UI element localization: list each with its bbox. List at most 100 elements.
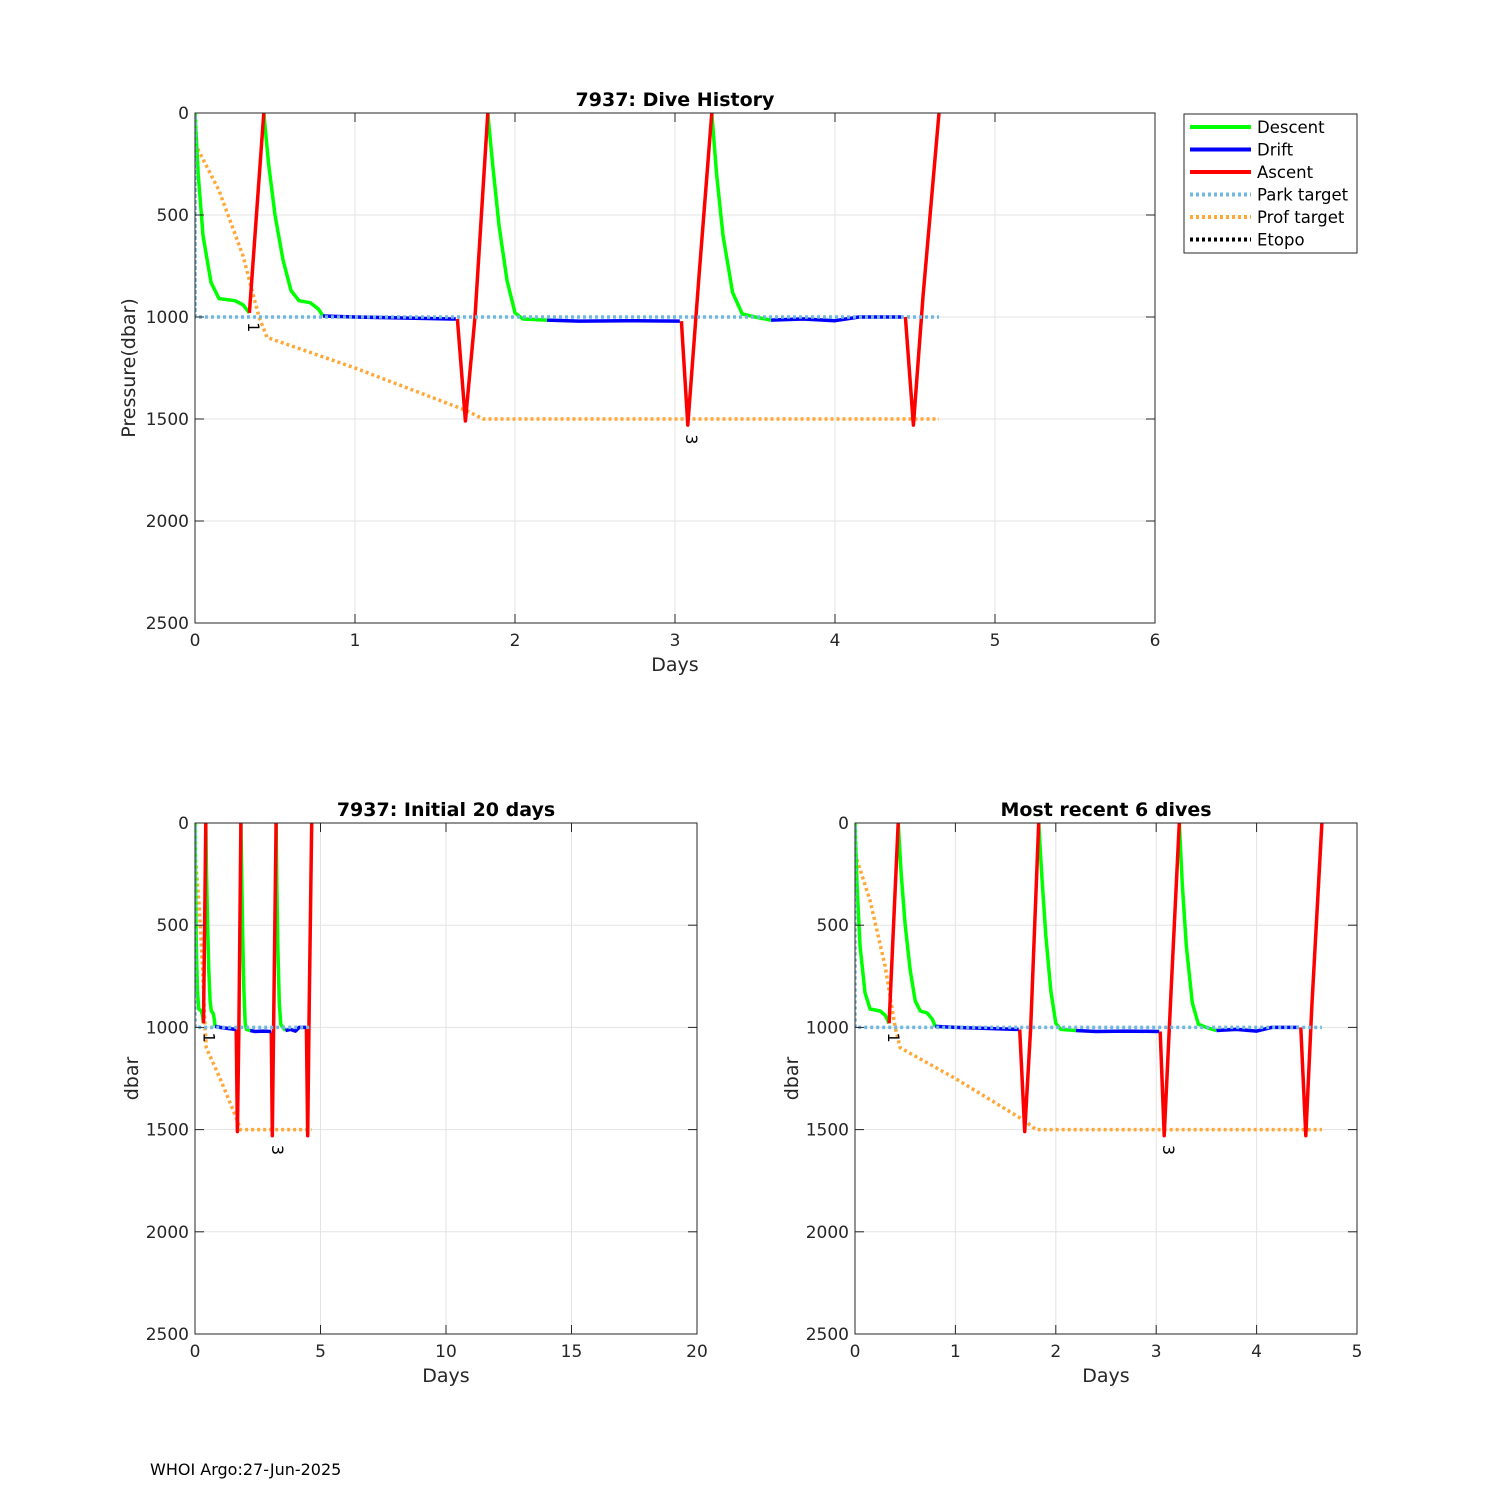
ascent-line — [887, 822, 900, 1024]
x-tick-label: 4 — [830, 631, 841, 651]
prof-target-line — [195, 853, 312, 1132]
x-tick-label: 1 — [350, 631, 361, 651]
profile-number-label: 1 — [884, 1033, 903, 1043]
ascent-line — [679, 112, 714, 427]
x-axis-label: Days — [651, 654, 698, 676]
y-tick-label: 1000 — [146, 308, 189, 328]
legend-label-prof-target: Prof target — [1257, 208, 1345, 227]
x-tick-label: 0 — [190, 631, 201, 651]
descent-line — [896, 822, 937, 1028]
data-layer — [855, 822, 1324, 1138]
descent-line — [195, 112, 251, 314]
y-tick-label: 1500 — [806, 1121, 849, 1141]
ascent-line — [1158, 822, 1182, 1138]
profile-number-label: 3 — [268, 1145, 287, 1155]
ascent-line — [201, 822, 208, 1024]
legend-box — [1183, 113, 1358, 254]
y-tick-label: 2000 — [806, 1223, 849, 1243]
y-tick-label: 2500 — [146, 1325, 189, 1345]
y-tick-label: 1500 — [146, 1121, 189, 1141]
x-tick-label: 5 — [315, 1342, 326, 1362]
y-tick-label: 2500 — [806, 1325, 849, 1345]
legend-label-descent: Descent — [1257, 118, 1325, 137]
x-tick-label: 6 — [1150, 631, 1161, 651]
descent-line — [1036, 822, 1077, 1033]
ascent-line — [234, 822, 243, 1134]
x-axis-label: Days — [1082, 1365, 1129, 1387]
x-tick-label: 20 — [686, 1342, 708, 1362]
ascent-line — [269, 822, 278, 1138]
park-target-line — [195, 113, 939, 319]
x-tick-label: 3 — [670, 631, 681, 651]
profile-number-label: 1 — [244, 322, 263, 332]
legend-label-park-target: Park target — [1257, 186, 1349, 205]
y-tick-label: 0 — [178, 104, 189, 124]
x-tick-label: 10 — [435, 1342, 457, 1362]
y-tick-label: 1000 — [146, 1018, 189, 1038]
data-layer — [195, 822, 314, 1138]
most-recent-6-dives-plot: 1 3 0 1 2 3 4 5 0 500 1000 1500 2000 2500 Most recent … — [781, 799, 1362, 1387]
y-tick-label: 500 — [157, 206, 189, 226]
y-tick-label: 2000 — [146, 1223, 189, 1243]
legend-label-drift: Drift — [1257, 141, 1294, 160]
drift-line — [285, 1025, 306, 1033]
y-tick-label: 500 — [817, 916, 849, 936]
drift-line — [770, 315, 903, 323]
ascent-line — [247, 112, 266, 314]
y-axis-label: Pressure(dbar) — [118, 298, 140, 438]
initial-20-days-plot: 1 3 0 5 10 15 20 0 500 1000 1500 2000 2500 7937: Init… — [121, 799, 708, 1387]
data-layer — [195, 112, 941, 427]
ascent-line — [304, 822, 314, 1138]
x-tick-label: 2 — [510, 631, 521, 651]
descent-line — [204, 822, 217, 1027]
x-tick-label: 2 — [1050, 1342, 1061, 1362]
x-tick-label: 5 — [990, 631, 1001, 651]
profile-number-label: 1 — [199, 1033, 218, 1043]
x-tick-label: 0 — [850, 1342, 861, 1362]
x-axis-label: Days — [422, 1365, 469, 1387]
profile-number-label: 3 — [682, 434, 701, 444]
y-axis-label: dbar — [781, 1057, 803, 1101]
descent-line — [486, 112, 548, 322]
plot-area — [855, 823, 1357, 1334]
park-target-line — [855, 823, 1322, 1030]
dive-history-plot: 1 3 0 1 2 3 4 5 6 0 500 1000 1500 2000 2500 7937: Dive … — [118, 89, 1160, 676]
x-tick-label: 4 — [1251, 1342, 1262, 1362]
chart-title: Most recent 6 dives — [1000, 799, 1211, 821]
ascent-line — [455, 112, 490, 423]
x-tick-label: 1 — [950, 1342, 961, 1362]
profile-number-label: 3 — [1159, 1145, 1178, 1155]
ascent-line — [1299, 822, 1324, 1138]
drift-line — [1075, 1028, 1160, 1034]
footer-stamp: WHOI Argo:27-Jun-2025 — [150, 1460, 342, 1479]
x-tick-label: 5 — [1352, 1342, 1363, 1362]
descent-line — [855, 822, 891, 1025]
y-tick-label: 0 — [838, 814, 849, 834]
y-axis-label: dbar — [121, 1057, 143, 1101]
legend-label-ascent: Ascent — [1257, 163, 1314, 182]
legend-label-etopo: Etopo — [1257, 231, 1305, 250]
prof-target-line — [855, 853, 1322, 1132]
y-tick-label: 500 — [157, 916, 189, 936]
y-tick-label: 0 — [178, 814, 189, 834]
axes-box — [854, 822, 1358, 1335]
x-tick-label: 0 — [190, 1342, 201, 1362]
ascent-line — [903, 112, 941, 427]
chart-title: 7937: Initial 20 days — [337, 799, 555, 821]
descent-line — [710, 112, 772, 322]
ascent-line — [1017, 822, 1041, 1134]
prof-target-line — [195, 142, 939, 421]
park-target-line — [195, 823, 312, 1030]
drift-line — [546, 318, 680, 323]
drift-line — [249, 1028, 272, 1034]
y-tick-label: 2000 — [146, 512, 189, 532]
y-tick-label: 2500 — [146, 614, 189, 634]
chart-title: 7937: Dive History — [576, 89, 775, 111]
legend: Descent Drift Ascent Park target Prof target… — [1183, 113, 1358, 254]
y-tick-label: 1500 — [146, 410, 189, 430]
descent-line — [262, 112, 325, 317]
x-tick-label: 3 — [1151, 1342, 1162, 1362]
x-tick-label: 15 — [561, 1342, 583, 1362]
drift-line — [1216, 1025, 1299, 1033]
